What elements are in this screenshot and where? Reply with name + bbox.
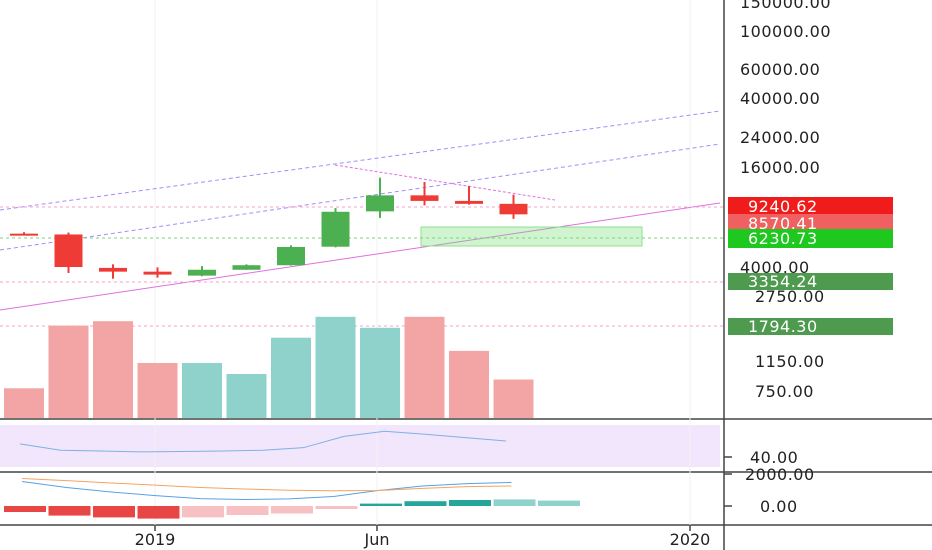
price-label-60000: 60000.00 (740, 60, 820, 79)
macd-histogram-bar-6 (271, 506, 313, 514)
volume-bar-3 (137, 363, 178, 418)
price-label-4000: 4000.00 (740, 258, 810, 277)
support-line (0, 202, 721, 311)
macd-histogram-bar-7 (315, 506, 358, 509)
macd-histogram-bar-8 (360, 503, 402, 506)
candle-body-7 (321, 211, 350, 247)
macd-axis-label-zero: 0.00 (760, 497, 798, 516)
price-tag-6230: 6230.73 (748, 229, 818, 248)
macd-pane (4, 478, 580, 519)
candle-body-4 (188, 269, 216, 276)
volume-bar-9 (404, 316, 445, 418)
price-tag-3354: 3354.24 (748, 272, 818, 291)
price-tag-8570-bg (728, 214, 893, 233)
price-tag-6230-bg (728, 229, 893, 248)
price-axis[interactable]: 150000.00 100000.00 60000.00 40000.00 24… (740, 0, 831, 401)
trend-channel-upper (0, 110, 721, 211)
oscillator-pane (19, 430, 507, 453)
volume-bar-10 (449, 350, 489, 418)
macd-histogram-bar-9 (404, 501, 447, 506)
price-label-150000: 150000.00 (740, 0, 831, 12)
price-tag-8570: 8570.41 (748, 214, 818, 233)
volume-bar-2 (93, 321, 133, 418)
time-label-jun: Jun (364, 530, 390, 549)
candle-body-8 (366, 195, 394, 212)
macd-histogram-bar-10 (449, 500, 491, 506)
candle-body-10 (455, 200, 483, 204)
drawings-layer (0, 110, 724, 327)
candle-body-2 (99, 267, 127, 272)
price-tag-9240-bg (728, 197, 893, 217)
price-label-2750: 2750.00 (755, 287, 825, 306)
price-tags: 9240.62 8570.41 6230.73 3354.24 1794.30 (728, 197, 893, 336)
volume-bar-0 (4, 388, 44, 418)
trend-channel-lower (0, 143, 721, 251)
candle-body-3 (143, 271, 172, 275)
price-label-1150: 1150.00 (755, 352, 825, 371)
candles (10, 177, 528, 279)
price-tag-3354-bg (728, 273, 893, 290)
volume-bar-1 (48, 325, 89, 418)
time-label-2019: 2019 (135, 530, 176, 549)
macd-signal-line (21, 478, 512, 492)
macd-histogram-bar-11 (493, 499, 536, 506)
macd-histogram-bar-0 (4, 506, 46, 512)
candle-body-6 (277, 246, 305, 266)
macd-histogram-bar-4 (182, 506, 224, 518)
oscillator-axis-label: 40.00 (750, 448, 798, 467)
volume-bar-8 (360, 327, 400, 418)
candle-body-0 (10, 233, 38, 236)
demand-zone (420, 226, 643, 247)
macd-histogram-bar-2 (93, 506, 135, 518)
oscillator-line (19, 430, 507, 453)
volume-bar-7 (315, 316, 356, 418)
price-label-40000: 40000.00 (740, 89, 820, 108)
volume-bars (4, 316, 534, 418)
oscillator-band (0, 425, 720, 467)
resistance-line (334, 164, 556, 201)
macd-histogram-bar-3 (137, 506, 180, 519)
candle-body-11 (499, 203, 528, 215)
candle-body-9 (410, 195, 439, 201)
price-label-16000: 16000.00 (740, 158, 820, 177)
price-label-750: 750.00 (755, 382, 814, 401)
macd-histogram-bar-1 (48, 506, 91, 516)
time-label-2020: 2020 (670, 530, 711, 549)
macd-axis-label-top: 2000.00 (745, 465, 815, 484)
volume-bar-6 (271, 337, 311, 418)
macd-histogram-bar-5 (226, 506, 269, 515)
time-axis[interactable]: 2019 Jun 2020 (135, 525, 711, 549)
volume-bar-11 (493, 379, 534, 418)
price-tag-9240: 9240.62 (748, 197, 818, 216)
price-tag-1794: 1794.30 (748, 317, 818, 336)
candle-body-5 (232, 265, 261, 270)
price-label-24000: 24000.00 (740, 128, 820, 147)
price-label-100000: 100000.00 (740, 22, 831, 41)
volume-bar-4 (182, 363, 222, 418)
candle-body-1 (54, 234, 83, 267)
volume-bar-5 (226, 374, 267, 418)
macd-histogram-bar-12 (538, 500, 580, 506)
macd-line (21, 481, 512, 501)
price-tag-1794-bg (728, 318, 893, 335)
